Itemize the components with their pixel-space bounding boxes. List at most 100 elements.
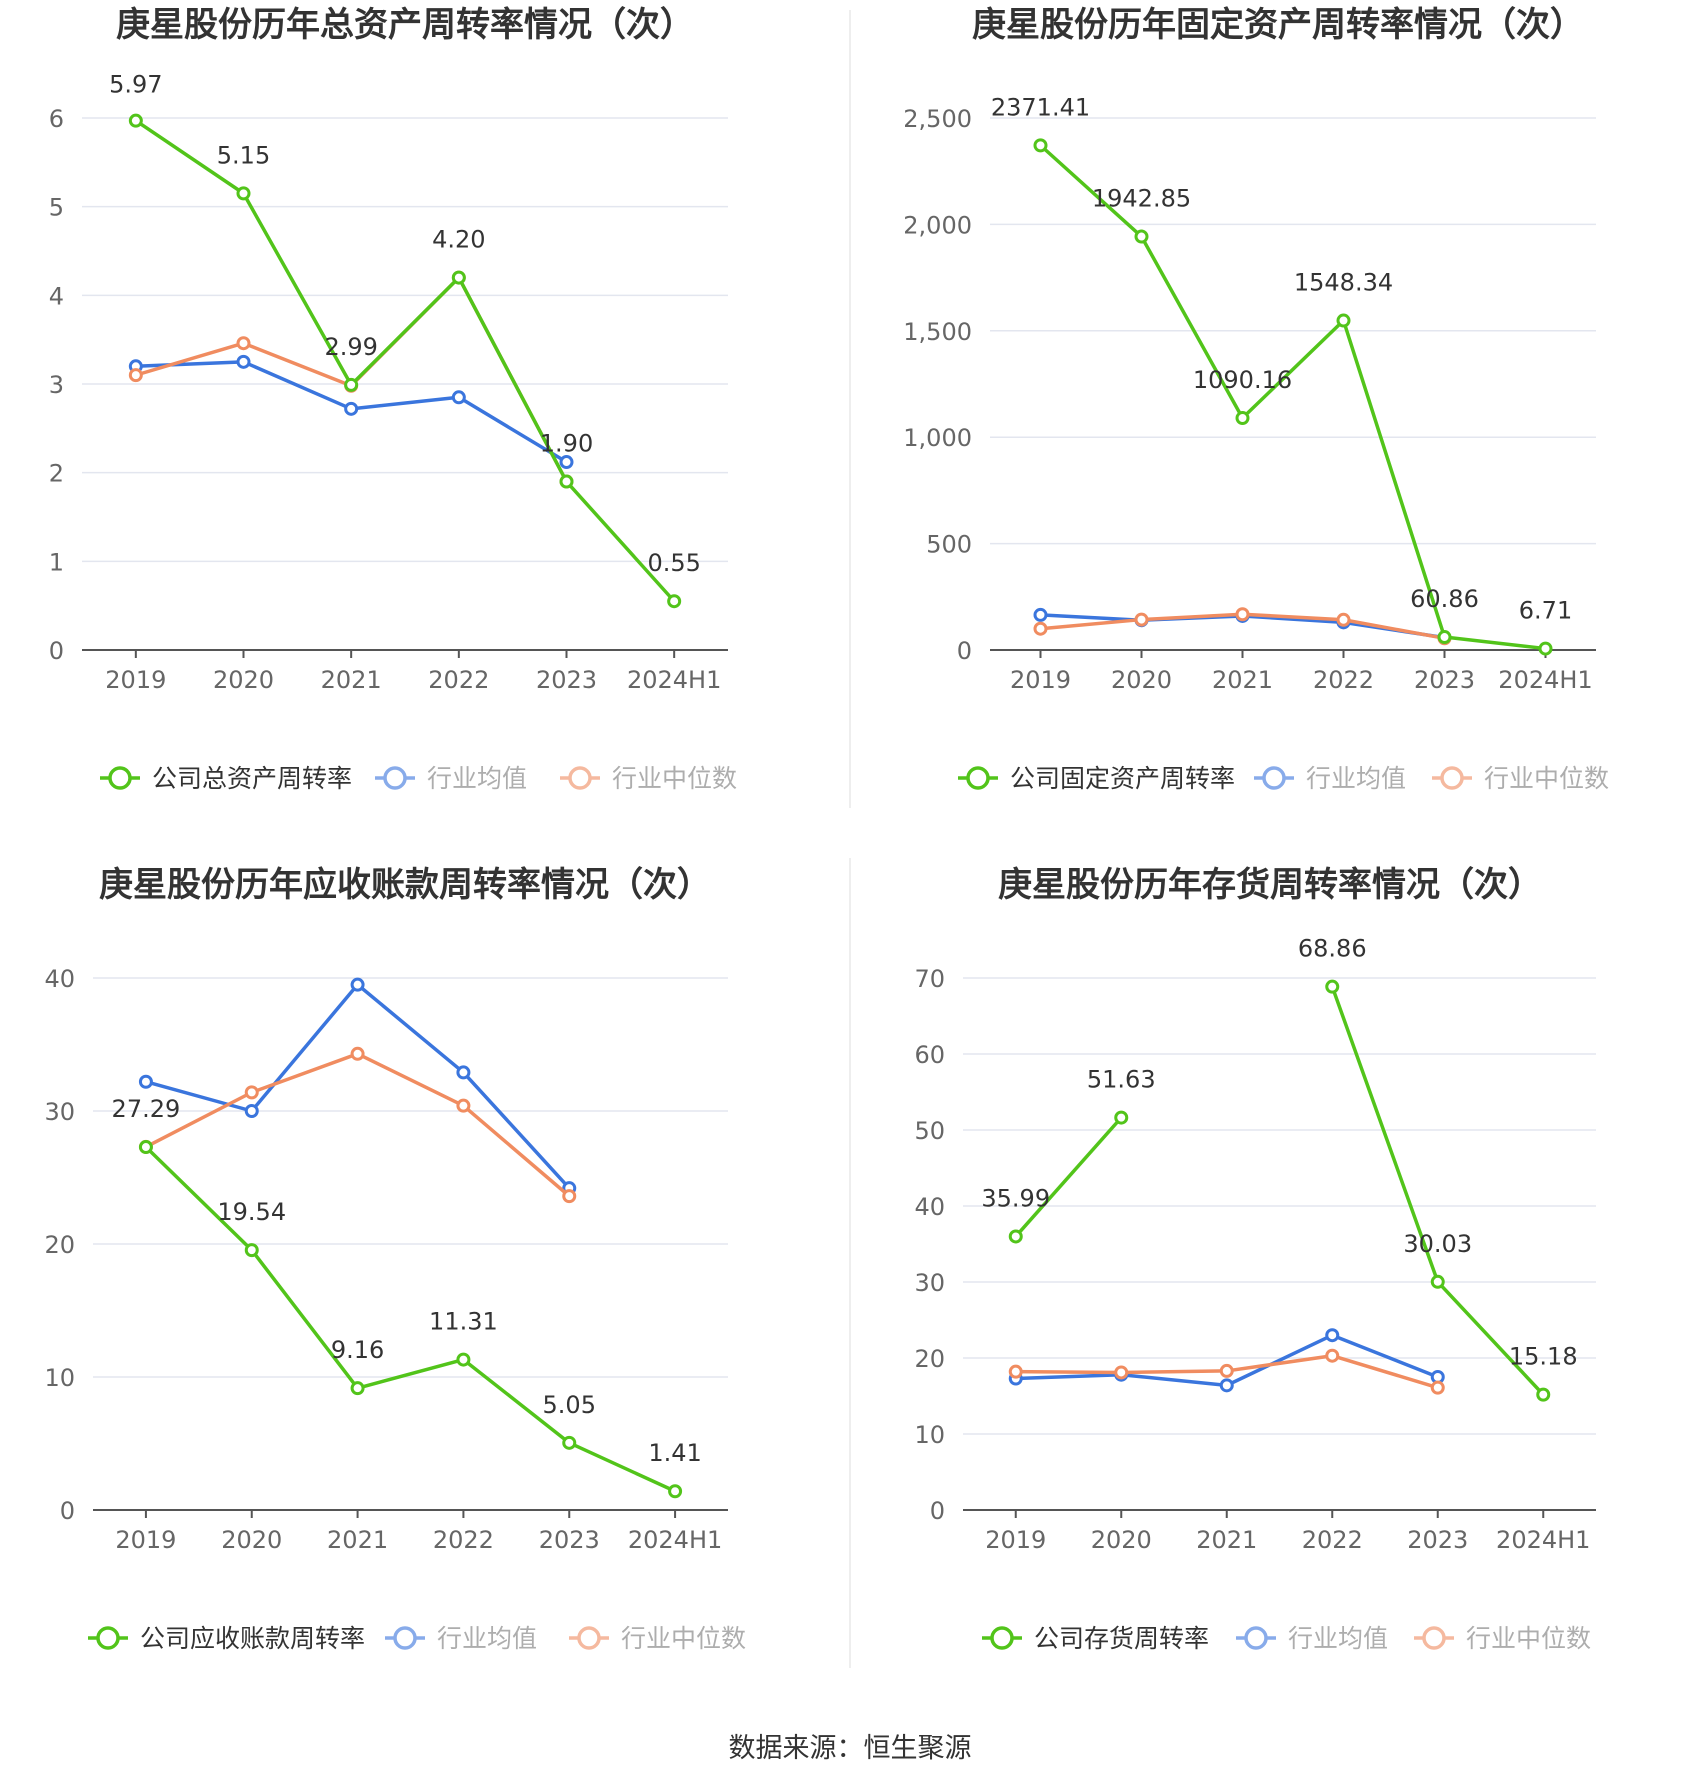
data-source-note: 数据来源：恒生聚源 bbox=[728, 1733, 972, 1764]
data-label: 68.86 bbox=[1298, 935, 1367, 963]
y-tick-label: 40 bbox=[914, 1193, 945, 1221]
company-data-point bbox=[1336, 313, 1351, 328]
industry-avg-data-point bbox=[350, 977, 365, 992]
legend-marker bbox=[393, 1626, 417, 1650]
industry-avg-series-line bbox=[145, 982, 571, 1190]
data-label: 1.90 bbox=[540, 430, 593, 458]
legend-marker bbox=[108, 766, 132, 790]
legend-item-industry-median: 行业中位数 bbox=[569, 1624, 746, 1653]
legend-item-company: 公司应收账款周转率 bbox=[88, 1624, 365, 1653]
x-tick-label: 2019 bbox=[985, 1526, 1046, 1554]
legend-marker bbox=[1244, 1626, 1268, 1650]
company-data-point bbox=[1008, 1229, 1023, 1244]
chart-panel-2: 庚星股份历年固定资产周转率情况（次） 0 500 1,000 1,500 2,000 2,5… bbox=[903, 5, 1609, 793]
industry-median-data-point bbox=[128, 368, 143, 383]
y-tick-label: 5 bbox=[49, 194, 64, 222]
y-tick-label: 0 bbox=[930, 1497, 945, 1525]
legend-marker bbox=[1440, 766, 1464, 790]
x-tick-label: 2023 bbox=[1407, 1526, 1468, 1554]
legend-item-company: 公司总资产周转率 bbox=[100, 764, 352, 793]
legend-marker bbox=[966, 766, 990, 790]
x-tick-label: 2024H1 bbox=[627, 666, 721, 694]
y-tick-label: 10 bbox=[914, 1421, 945, 1449]
data-label: 6.71 bbox=[1519, 597, 1572, 625]
data-label: 9.16 bbox=[331, 1336, 384, 1364]
industry-avg-data-point bbox=[456, 1065, 471, 1080]
industry-median-data-point bbox=[1325, 1348, 1340, 1363]
x-tick-label: 2019 bbox=[1010, 666, 1071, 694]
y-tick-label: 2 bbox=[49, 460, 64, 488]
x-tick-label: 2021 bbox=[327, 1526, 388, 1554]
y-tick-label: 2,500 bbox=[903, 105, 972, 133]
industry-median-data-point bbox=[1134, 612, 1149, 627]
company-data-point bbox=[244, 1243, 259, 1258]
data-label: 15.18 bbox=[1509, 1343, 1578, 1371]
y-tick-label: 0 bbox=[49, 637, 64, 665]
industry-avg-data-point bbox=[138, 1074, 153, 1089]
legend-item-industry-avg: 行业均值 bbox=[385, 1624, 537, 1653]
company-data-point bbox=[1114, 1110, 1129, 1125]
data-label: 30.03 bbox=[1403, 1230, 1472, 1258]
x-tick-label: 2020 bbox=[1091, 1526, 1152, 1554]
y-tick-label: 3 bbox=[49, 371, 64, 399]
legend-marker bbox=[990, 1626, 1014, 1650]
x-tick-label: 2021 bbox=[1196, 1526, 1257, 1554]
company-data-point bbox=[456, 1352, 471, 1367]
industry-median-data-point bbox=[1336, 612, 1351, 627]
y-tick-label: 40 bbox=[44, 965, 75, 993]
data-label: 4.20 bbox=[432, 226, 485, 254]
x-tick-label: 2024H1 bbox=[1496, 1526, 1590, 1554]
x-tick-label: 2022 bbox=[428, 666, 489, 694]
y-tick-label: 500 bbox=[926, 531, 972, 559]
company-data-point bbox=[344, 377, 359, 392]
company-series-line bbox=[144, 1145, 676, 1493]
company-series-line bbox=[1014, 1116, 1123, 1238]
company-data-point bbox=[128, 113, 143, 128]
data-label: 1090.16 bbox=[1193, 366, 1292, 394]
legend-marker bbox=[96, 1626, 120, 1650]
chart-panel-4: 庚星股份历年存货周转率情况（次） 0 10 20 30 40 50 60 70 2019 2020 2… bbox=[914, 865, 1596, 1653]
chart-title: 庚星股份历年固定资产周转率情况（次） bbox=[972, 5, 1584, 45]
x-tick-label: 2020 bbox=[221, 1526, 282, 1554]
y-tick-label: 1 bbox=[49, 548, 64, 576]
industry-avg-data-point bbox=[244, 1104, 259, 1118]
legend-label: 行业中位数 bbox=[621, 1624, 746, 1653]
data-label: 35.99 bbox=[981, 1184, 1050, 1212]
data-label: 2.99 bbox=[324, 333, 377, 361]
legend-marker bbox=[1262, 766, 1286, 790]
x-tick-label: 2021 bbox=[321, 666, 382, 694]
industry-median-data-point bbox=[1114, 1365, 1129, 1380]
legend-label: 行业均值 bbox=[437, 1624, 537, 1653]
company-data-point bbox=[1235, 411, 1250, 426]
industry-median-series-line bbox=[145, 1052, 571, 1198]
industry-avg-data-point bbox=[1033, 607, 1048, 622]
company-data-point bbox=[562, 1435, 577, 1450]
legend-label: 公司存货周转率 bbox=[1034, 1624, 1209, 1653]
chart-title: 庚星股份历年存货周转率情况（次） bbox=[998, 865, 1542, 905]
y-tick-label: 70 bbox=[914, 965, 945, 993]
industry-median-data-point bbox=[244, 1085, 259, 1100]
x-tick-label: 2023 bbox=[536, 666, 597, 694]
data-label: 27.29 bbox=[112, 1095, 181, 1123]
company-data-point bbox=[1430, 1274, 1445, 1289]
y-tick-label: 20 bbox=[44, 1231, 75, 1259]
data-label: 5.05 bbox=[543, 1391, 596, 1419]
legend-label: 公司应收账款周转率 bbox=[140, 1624, 365, 1653]
x-tick-label: 2021 bbox=[1212, 666, 1273, 694]
y-tick-label: 0 bbox=[957, 637, 972, 665]
company-data-point bbox=[667, 594, 682, 609]
data-label: 5.15 bbox=[217, 141, 270, 169]
company-data-point bbox=[559, 474, 574, 489]
legend-label: 行业中位数 bbox=[612, 764, 737, 793]
data-label: 1942.85 bbox=[1092, 185, 1191, 213]
x-tick-label: 2022 bbox=[1302, 1526, 1363, 1554]
company-data-point bbox=[138, 1140, 153, 1155]
industry-median-data-point bbox=[350, 1046, 365, 1061]
industry-median-data-point bbox=[1219, 1363, 1234, 1378]
y-tick-label: 30 bbox=[44, 1098, 75, 1126]
legend-label: 行业均值 bbox=[1306, 764, 1406, 793]
industry-median-data-point bbox=[456, 1098, 471, 1113]
x-tick-label: 2023 bbox=[539, 1526, 600, 1554]
company-data-point bbox=[1033, 138, 1048, 153]
legend-label: 公司固定资产周转率 bbox=[1010, 764, 1235, 793]
